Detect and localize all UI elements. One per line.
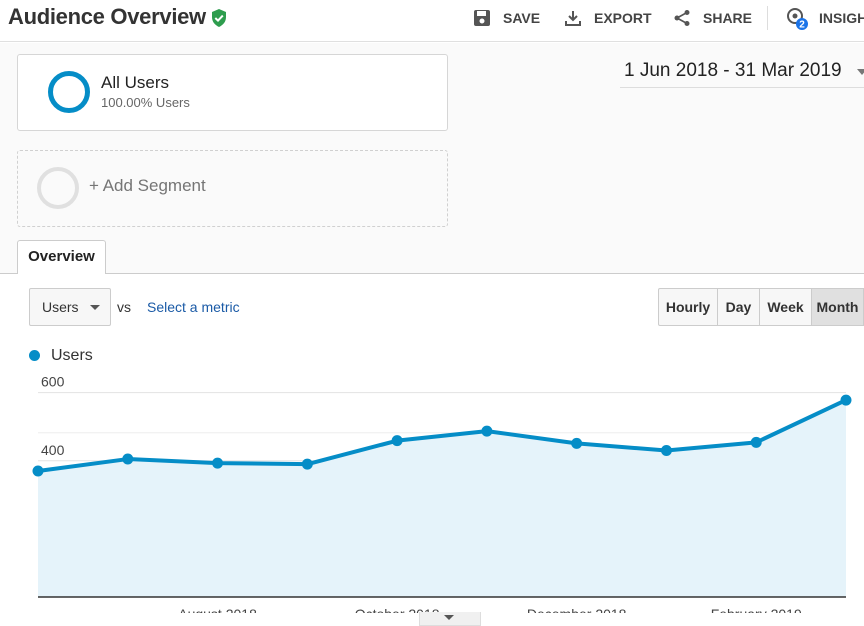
tab-overview[interactable]: Overview (17, 240, 106, 274)
toolbar-divider (767, 6, 768, 30)
chevron-down-icon (444, 615, 454, 620)
insights-label: INSIGHTS (819, 10, 864, 26)
segment-ring-icon (48, 71, 90, 113)
chevron-down-icon[interactable] (857, 69, 864, 75)
x-tick-label: December 2018 (527, 606, 627, 613)
save-icon (474, 10, 490, 26)
data-point (391, 435, 403, 447)
verified-shield-icon (212, 9, 226, 27)
chart-collapse-toggle[interactable] (419, 612, 481, 626)
data-point (750, 436, 762, 448)
add-segment-button[interactable]: + Add Segment (17, 150, 448, 227)
legend-label: Users (51, 347, 93, 364)
legend-swatch (29, 350, 40, 361)
data-point (122, 453, 134, 465)
data-point (571, 437, 583, 449)
insights-badge: 2 (799, 20, 805, 31)
data-point (32, 465, 44, 477)
empty-segment-ring-icon (37, 167, 79, 209)
granularity-day[interactable]: Day (717, 288, 760, 326)
share-label: SHARE (703, 10, 753, 26)
users-line-chart: 200400600...August 2018October 2018Decem… (32, 374, 852, 613)
metric-dropdown-value: Users (42, 299, 79, 315)
chevron-down-icon (90, 305, 100, 310)
granularity-week[interactable]: Week (759, 288, 812, 326)
report-body: All Users 100.00% Users + Add Segment 1 … (0, 43, 864, 626)
share-button[interactable]: SHARE (673, 8, 752, 28)
y-tick-label: 600 (41, 374, 65, 390)
data-point (481, 425, 493, 437)
header-bar: Audience Overview SAVE EXPORT SHARE (0, 0, 864, 42)
data-point (660, 445, 672, 457)
granularity-hourly[interactable]: Hourly (658, 288, 718, 326)
share-icon (674, 10, 690, 26)
export-label: EXPORT (594, 10, 652, 26)
data-point (301, 458, 313, 470)
metric-dropdown[interactable]: Users (29, 288, 111, 326)
y-tick-label: 400 (41, 442, 65, 458)
insights-icon: 2 (787, 8, 808, 31)
series-line (37, 398, 847, 473)
select-metric-link[interactable]: Select a metric (147, 299, 240, 315)
segment-all-users[interactable]: All Users 100.00% Users (17, 54, 448, 131)
granularity-month[interactable]: Month (811, 288, 864, 326)
export-button[interactable]: EXPORT (564, 8, 652, 28)
vs-label: vs (117, 299, 131, 315)
tab-divider (0, 273, 864, 274)
page-title: Audience Overview (8, 4, 206, 29)
insights-button[interactable]: 2 INSIGHTS (785, 8, 864, 31)
x-tick-label: ... (34, 606, 46, 613)
data-point (840, 394, 852, 406)
x-tick-label: February 2019 (711, 606, 802, 613)
chart-panel: Users vs Select a metric Hourly Day Week… (0, 274, 864, 626)
area-fill (38, 400, 846, 597)
data-point (212, 457, 224, 469)
save-button[interactable]: SAVE (473, 8, 540, 28)
download-icon (565, 11, 581, 26)
date-range-picker[interactable]: 1 Jun 2018 - 31 Mar 2019 (620, 58, 864, 88)
save-label: SAVE (503, 10, 541, 26)
add-segment-label: + Add Segment (89, 176, 206, 195)
segment-percent: 100.00% Users (101, 95, 190, 110)
segment-name: All Users (101, 73, 170, 92)
x-tick-label: August 2018 (178, 606, 257, 613)
